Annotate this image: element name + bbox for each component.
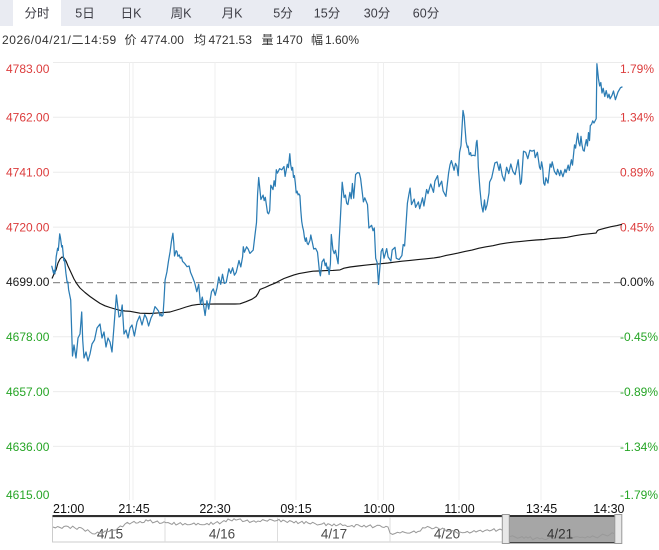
svg-text:0.00%: 0.00%	[620, 275, 654, 289]
svg-text:1.34%: 1.34%	[620, 111, 654, 125]
svg-text:0.45%: 0.45%	[620, 220, 654, 234]
svg-text:4720.00: 4720.00	[6, 220, 50, 234]
svg-text:-0.89%: -0.89%	[620, 385, 658, 399]
svg-text:1470: 1470	[276, 33, 303, 47]
svg-text:2026/04/21/二14:59: 2026/04/21/二14:59	[2, 33, 117, 47]
svg-text:价: 价	[125, 33, 137, 47]
svg-text:4762.00: 4762.00	[6, 111, 50, 125]
svg-text:14:30: 14:30	[593, 502, 624, 516]
svg-text:30分: 30分	[364, 7, 390, 21]
svg-text:1.79%: 1.79%	[620, 62, 654, 76]
svg-text:4636.00: 4636.00	[6, 440, 50, 454]
svg-text:4699.00: 4699.00	[6, 275, 50, 289]
svg-text:4/16: 4/16	[209, 527, 235, 542]
svg-text:15分: 15分	[314, 7, 340, 21]
svg-text:10:00: 10:00	[363, 502, 394, 516]
svg-text:月K: 月K	[222, 7, 244, 21]
svg-text:1.60%: 1.60%	[325, 33, 359, 47]
svg-text:22:30: 22:30	[199, 502, 230, 516]
svg-text:4615.00: 4615.00	[6, 488, 50, 502]
svg-text:11:00: 11:00	[444, 502, 474, 516]
svg-text:4/15: 4/15	[97, 527, 123, 542]
svg-text:5日: 5日	[75, 7, 94, 21]
svg-text:日K: 日K	[121, 7, 143, 21]
svg-text:幅: 幅	[311, 32, 323, 47]
svg-text:13:45: 13:45	[526, 502, 557, 516]
svg-text:0.89%: 0.89%	[620, 166, 654, 180]
svg-text:21:45: 21:45	[118, 502, 149, 516]
svg-text:21:00: 21:00	[53, 502, 84, 516]
svg-text:60分: 60分	[413, 7, 439, 21]
svg-text:4657.00: 4657.00	[6, 385, 50, 399]
svg-text:均: 均	[194, 33, 206, 47]
svg-text:4/21: 4/21	[547, 527, 573, 542]
svg-text:09:15: 09:15	[280, 502, 311, 516]
svg-text:4721.53: 4721.53	[209, 33, 253, 47]
svg-text:-1.34%: -1.34%	[620, 440, 658, 454]
svg-text:4774.00: 4774.00	[141, 33, 185, 47]
svg-text:-0.45%: -0.45%	[620, 330, 658, 344]
svg-text:4783.00: 4783.00	[6, 62, 50, 76]
svg-text:5分: 5分	[273, 7, 292, 21]
svg-text:4678.00: 4678.00	[6, 330, 50, 344]
svg-text:分时: 分时	[24, 7, 50, 21]
svg-text:4741.00: 4741.00	[6, 166, 50, 180]
svg-text:-1.79%: -1.79%	[620, 488, 658, 502]
svg-text:量: 量	[262, 33, 274, 47]
svg-text:4/17: 4/17	[321, 527, 347, 542]
svg-text:周K: 周K	[171, 7, 193, 21]
svg-text:4/20: 4/20	[434, 527, 460, 542]
